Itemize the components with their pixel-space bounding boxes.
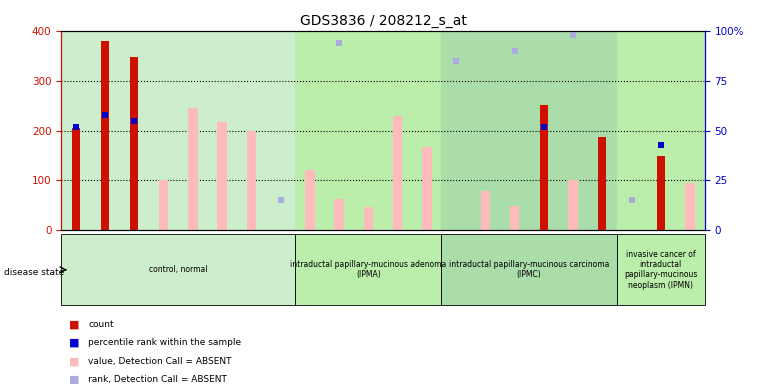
Bar [72,128,80,230]
Bar [656,156,665,230]
Text: intraductal papillary-mucinous carcinoma
(IPMC): intraductal papillary-mucinous carcinoma… [449,260,610,280]
Bar [686,183,695,230]
Text: value, Detection Call = ABSENT: value, Detection Call = ABSENT [88,357,231,366]
Bar [617,31,705,230]
FancyBboxPatch shape [617,234,705,305]
Text: invasive cancer of
intraductal
papillary-mucinous
neoplasm (IPMN): invasive cancer of intraductal papillary… [624,250,698,290]
Bar [218,122,227,230]
FancyBboxPatch shape [441,234,617,305]
Bar [130,57,139,230]
Bar [364,207,373,230]
Text: control, normal: control, normal [149,265,208,274]
Bar [159,180,169,230]
Text: ■: ■ [69,356,80,366]
Text: disease state: disease state [4,268,64,277]
FancyBboxPatch shape [295,234,441,305]
Title: GDS3836 / 208212_s_at: GDS3836 / 208212_s_at [300,14,466,28]
Text: percentile rank within the sample: percentile rank within the sample [88,338,241,348]
Bar [510,206,519,230]
Bar [335,199,344,230]
Bar [568,180,578,230]
Bar [422,147,431,230]
Bar [247,131,256,230]
Bar [101,41,110,230]
Bar [61,31,295,230]
Bar [540,104,548,230]
Text: ■: ■ [69,338,80,348]
Text: ■: ■ [69,319,80,329]
Bar [481,192,490,230]
Text: intraductal papillary-mucinous adenoma
(IPMA): intraductal papillary-mucinous adenoma (… [290,260,447,280]
Bar [598,137,607,230]
Text: count: count [88,320,113,329]
Bar [188,108,198,230]
Bar [295,31,441,230]
Text: rank, Detection Call = ABSENT: rank, Detection Call = ABSENT [88,375,227,384]
Bar [441,31,617,230]
Bar [305,170,315,230]
Text: ■: ■ [69,375,80,384]
Bar [393,116,402,230]
FancyBboxPatch shape [61,234,295,305]
